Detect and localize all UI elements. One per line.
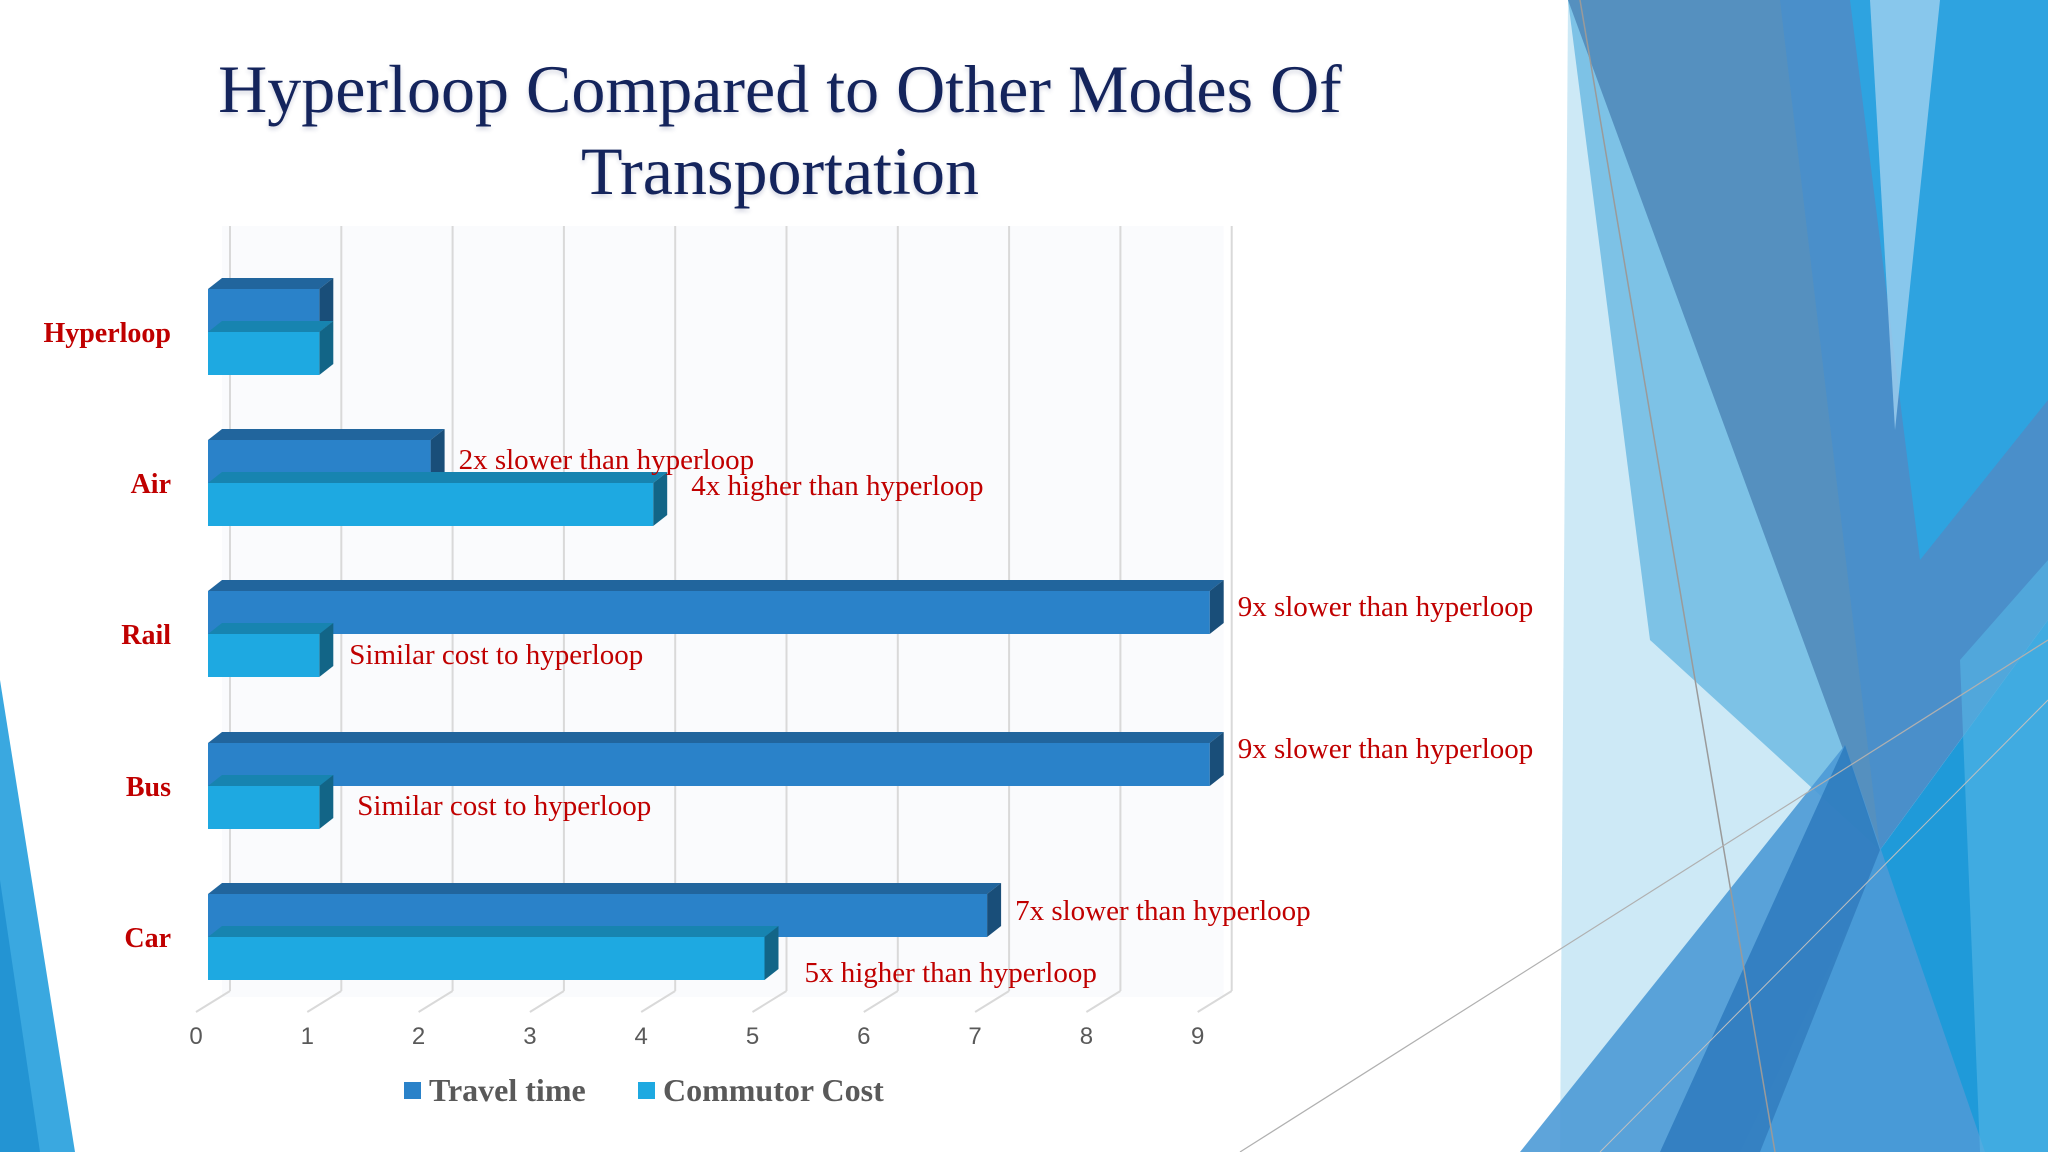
bar-side <box>430 429 445 483</box>
labels: 0 1 2 3 4 5 6 7 8 9 Hyperloop Air 2x slower than hyp… <box>43 318 1533 1050</box>
bar-group <box>208 732 1224 786</box>
data-label: 7x slower than hyperloop <box>1015 895 1311 927</box>
bar-side <box>764 926 779 980</box>
tick-label: 0 <box>189 1023 202 1050</box>
floor-gridline <box>418 990 454 1013</box>
floor-gridline <box>306 990 342 1013</box>
deco-line <box>1579 0 1776 1152</box>
legend: Travel time Commutor Cost <box>404 1072 884 1108</box>
bar-group <box>208 775 334 829</box>
floor-gridline <box>529 990 565 1013</box>
category-label: Hyperloop <box>43 318 171 349</box>
bar-travel-time <box>208 591 1210 634</box>
bar-top <box>208 623 334 634</box>
tick-label: 8 <box>1080 1023 1093 1050</box>
floor-gridline <box>974 990 1010 1013</box>
floor-gridline <box>751 990 788 1013</box>
bar-top <box>208 732 1224 743</box>
bar-top <box>208 429 445 440</box>
floor-gridline <box>1085 990 1121 1013</box>
category-label: Rail <box>121 620 171 651</box>
data-label: Similar cost to hyperloop <box>357 790 651 822</box>
bar-side <box>319 775 334 829</box>
bar-side <box>1209 732 1224 786</box>
floor-gridline <box>195 990 231 1013</box>
bar-commutor-cost <box>208 332 320 375</box>
tick-label: 6 <box>857 1023 870 1050</box>
deco-facet <box>1870 0 1940 430</box>
data-label: Similar cost to hyperloop <box>349 639 643 671</box>
bar-side <box>987 883 1002 937</box>
bar-top <box>208 883 1002 894</box>
floor-gridline <box>1197 990 1233 1013</box>
category-label: Car <box>124 923 171 954</box>
deco-line <box>1239 639 2048 1152</box>
deco-facet <box>1660 745 1880 1152</box>
deco-facet <box>1568 0 1880 850</box>
tick-label: 7 <box>968 1023 981 1050</box>
bar-group <box>208 580 1224 634</box>
bar-side <box>653 472 668 526</box>
data-label: 5x higher than hyperloop <box>805 957 1097 989</box>
bar-group <box>208 472 668 526</box>
deco-line <box>1599 699 2048 1152</box>
bar-commutor-cost <box>208 937 765 980</box>
bar-commutor-cost <box>208 483 654 526</box>
tick-label: 1 <box>301 1023 314 1050</box>
bar-top <box>208 580 1224 591</box>
floor-gridline <box>640 990 676 1013</box>
tick-label: 2 <box>412 1023 425 1050</box>
bar-side <box>319 321 334 375</box>
bars <box>208 278 1224 980</box>
tick-label: 5 <box>746 1023 759 1050</box>
legend-swatch <box>404 1082 421 1099</box>
data-label: 2x slower than hyperloop <box>459 444 755 476</box>
deco-facet <box>1960 560 2048 1152</box>
bar-group <box>208 623 334 677</box>
legend-label: Commutor Cost <box>663 1072 884 1108</box>
bar-top <box>208 321 334 332</box>
bar-side <box>319 278 334 332</box>
data-label: 9x slower than hyperloop <box>1238 733 1534 765</box>
bar-top <box>208 775 334 786</box>
floor-gridline <box>863 990 899 1013</box>
data-label: 4x higher than hyperloop <box>691 470 983 502</box>
bar-top <box>208 278 334 289</box>
bar-group <box>208 321 334 375</box>
legend-swatch <box>638 1082 655 1099</box>
bar-group <box>208 926 779 980</box>
bar-top <box>208 472 668 483</box>
category-label: Air <box>131 469 171 500</box>
bar-travel-time <box>208 743 1210 786</box>
tick-label: 9 <box>1191 1023 1204 1050</box>
data-label: 9x slower than hyperloop <box>1238 591 1534 623</box>
bar-side <box>319 623 334 677</box>
deco-facet <box>0 880 40 1152</box>
bar-side <box>1209 580 1224 634</box>
legend-label: Travel time <box>429 1072 586 1108</box>
bar-commutor-cost <box>208 786 320 829</box>
tick-label: 3 <box>523 1023 536 1050</box>
category-label: Bus <box>126 772 171 803</box>
bar-top <box>208 926 779 937</box>
tick-label: 4 <box>635 1023 648 1050</box>
bar-commutor-cost <box>208 634 320 677</box>
page-title: Hyperloop Compared to Other Modes Of Tra… <box>218 51 1342 209</box>
